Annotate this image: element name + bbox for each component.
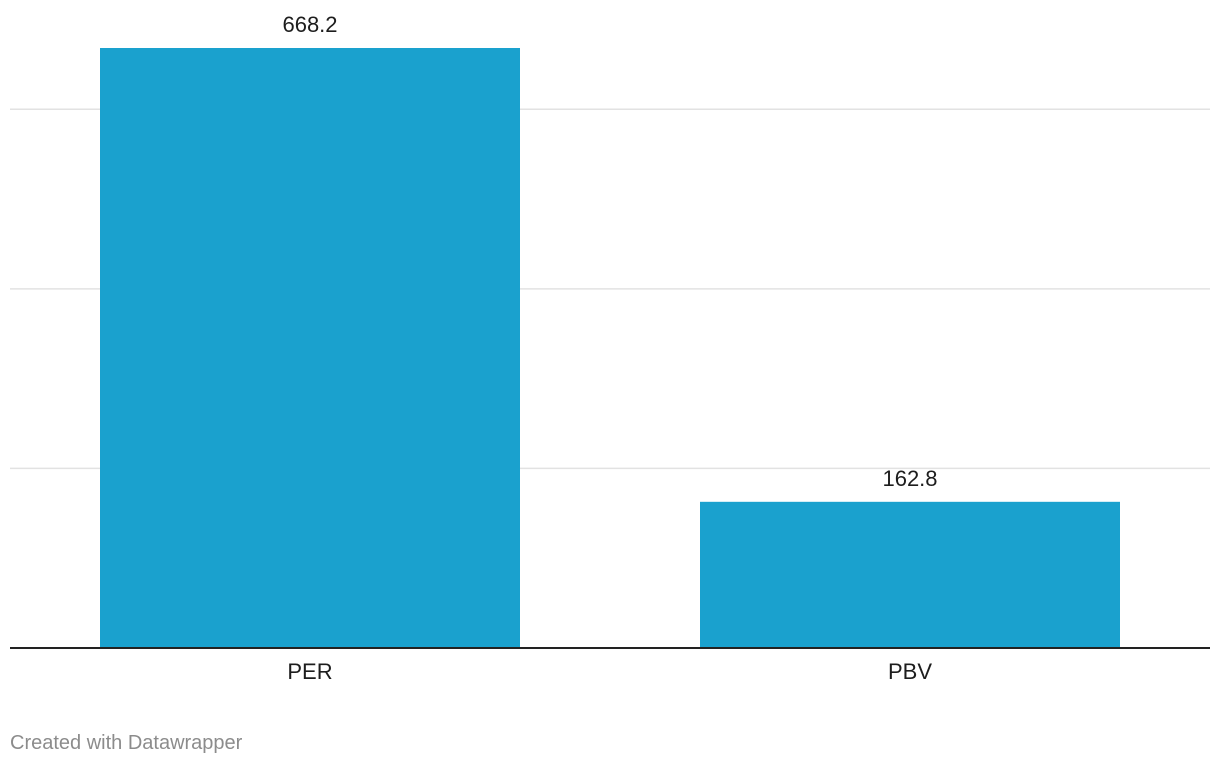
bar-per xyxy=(100,48,520,648)
category-label-pbv: PBV xyxy=(888,659,932,684)
value-label-per: 668.2 xyxy=(282,12,337,37)
bar-pbv xyxy=(700,501,1120,648)
value-label-pbv: 162.8 xyxy=(882,466,937,491)
credit-text: Created with Datawrapper xyxy=(10,732,243,754)
category-label-per: PER xyxy=(287,659,332,684)
